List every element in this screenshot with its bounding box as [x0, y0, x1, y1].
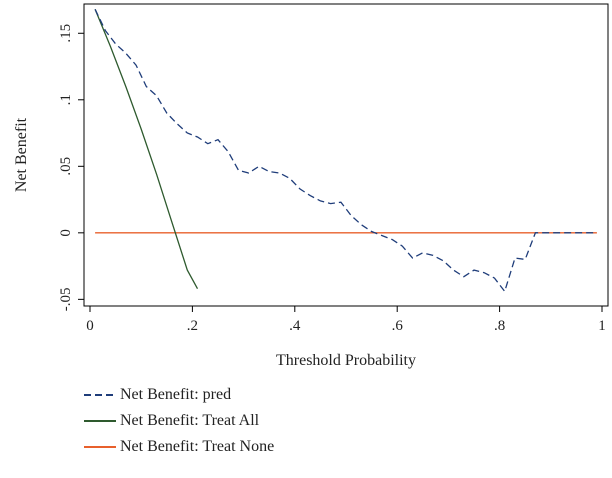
- series-layer: [94, 9, 597, 293]
- x-axis-label: Threshold Probability: [276, 352, 416, 369]
- legend-item: Net Benefit: Treat All: [84, 408, 274, 434]
- legend-label: Net Benefit: Treat All: [120, 412, 260, 429]
- y-axis-label: Net Benefit: [13, 117, 30, 192]
- x-tick-label: 1: [598, 318, 606, 334]
- y-tick-label: 0: [58, 229, 74, 237]
- legend-swatch: [84, 394, 116, 396]
- x-tick-label: 0: [86, 318, 94, 334]
- legend: Net Benefit: pred Net Benefit: Treat All N…: [84, 382, 274, 460]
- y-axis: -.05 0 .05 .1 .15: [58, 24, 84, 311]
- legend-swatch: [84, 420, 116, 422]
- legend-label: Net Benefit: Treat None: [120, 438, 275, 455]
- x-tick-label: .4: [289, 318, 301, 334]
- legend-item: Net Benefit: Treat None: [84, 434, 274, 460]
- y-tick-label: .15: [58, 24, 74, 43]
- x-tick-label: .6: [392, 318, 404, 334]
- series-line-0: [94, 9, 597, 293]
- legend-item: Net Benefit: pred: [84, 382, 274, 408]
- x-tick-label: .8: [494, 318, 505, 334]
- series-line-1: [94, 9, 199, 290]
- y-tick-label: .05: [58, 157, 74, 176]
- legend-label: Net Benefit: pred: [120, 386, 232, 403]
- y-tick-label: .1: [58, 94, 74, 105]
- y-tick-label: -.05: [58, 287, 74, 311]
- plot-frame: [83, 3, 609, 307]
- legend-swatch: [84, 446, 116, 448]
- x-axis: 0 .2 .4 .6 .8 1: [86, 306, 606, 334]
- x-tick-label: .2: [187, 318, 198, 334]
